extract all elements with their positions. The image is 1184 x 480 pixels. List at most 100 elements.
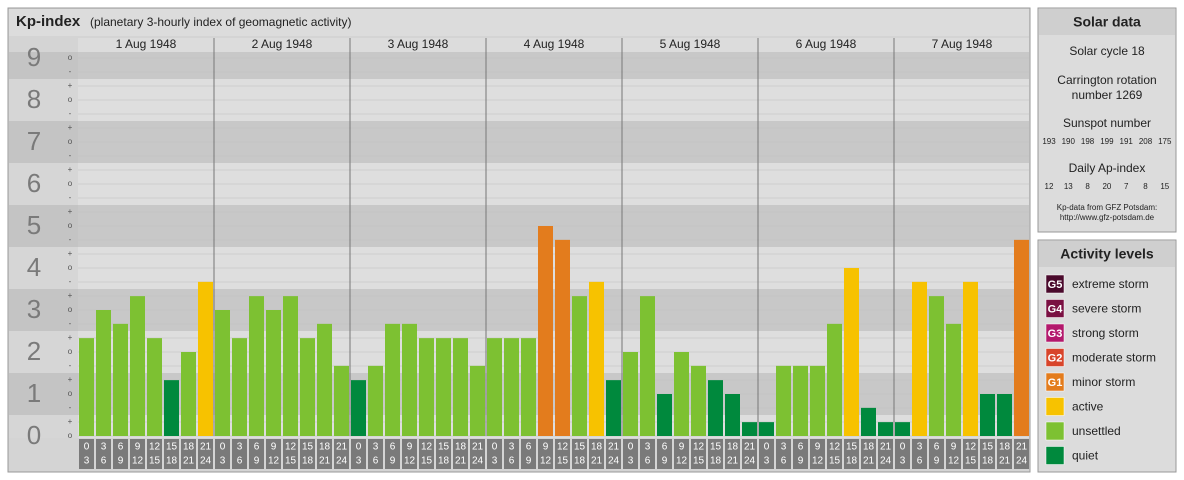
legend-swatch (1045, 348, 1065, 367)
time-box (776, 439, 791, 469)
time-box (691, 439, 706, 469)
time-end: 9 (798, 456, 804, 467)
time-end: 12 (268, 456, 280, 467)
bar (198, 281, 213, 436)
subtick-label: - (69, 193, 72, 202)
band (9, 289, 78, 331)
bar (300, 338, 315, 436)
time-start: 12 (829, 442, 841, 453)
time-box (793, 439, 808, 469)
time-end: 3 (84, 456, 90, 467)
legend-code: G1 (1048, 377, 1063, 389)
bar (334, 365, 349, 436)
legend-swatch (1045, 299, 1065, 318)
time-start: 9 (543, 442, 549, 453)
time-end: 3 (628, 456, 634, 467)
time-box (300, 439, 315, 469)
time-start: 9 (135, 442, 141, 453)
time-end: 9 (662, 456, 668, 467)
bar (980, 394, 995, 436)
time-start: 0 (356, 442, 362, 453)
time-box (419, 439, 434, 469)
chart-title: Kp-index (16, 13, 81, 30)
time-box (164, 439, 179, 469)
subtick-label: o (68, 431, 73, 440)
time-box (827, 439, 842, 469)
time-start: 18 (319, 442, 331, 453)
bar (504, 338, 519, 436)
time-start: 0 (84, 442, 90, 453)
time-start: 3 (373, 442, 379, 453)
time-start: 15 (302, 442, 314, 453)
time-box (266, 439, 281, 469)
time-end: 9 (934, 456, 940, 467)
time-box (912, 439, 927, 469)
band (9, 205, 78, 247)
legend-title: Activity levels (1060, 246, 1154, 262)
time-end: 9 (390, 456, 396, 467)
time-start: 6 (798, 442, 804, 453)
subtick-label: + (68, 375, 73, 384)
legend-label: extreme storm (1072, 277, 1149, 291)
time-start: 0 (220, 442, 226, 453)
chart-subtitle: (planetary 3-hourly index of geomagnetic… (90, 15, 351, 29)
ap-title: Daily Ap-index (1069, 161, 1146, 175)
sunspot-number: 191 (1120, 137, 1134, 146)
bar (776, 365, 791, 436)
time-start: 15 (166, 442, 178, 453)
time-box (198, 439, 213, 469)
time-start: 0 (900, 442, 906, 453)
sunspot-number: 208 (1139, 137, 1153, 146)
bar (538, 226, 553, 436)
time-end: 24 (336, 456, 348, 467)
y-tick-label: 2 (27, 336, 41, 366)
time-start: 21 (200, 442, 212, 453)
time-end: 12 (676, 456, 688, 467)
time-box (708, 439, 723, 469)
time-end: 21 (999, 456, 1011, 467)
subtick-label: o (68, 263, 73, 272)
sunspot-title: Sunspot number (1063, 116, 1151, 130)
time-start: 0 (492, 442, 498, 453)
time-box (640, 439, 655, 469)
time-end: 24 (608, 456, 620, 467)
subtick-label: - (69, 277, 72, 286)
y-tick-label: 0 (27, 420, 41, 450)
band (78, 52, 1029, 79)
bar (912, 281, 927, 436)
time-start: 12 (285, 442, 297, 453)
legend-swatch (1045, 372, 1065, 392)
time-start: 0 (764, 442, 770, 453)
time-box (453, 439, 468, 469)
legend-title-bar (1039, 241, 1175, 267)
bar (572, 296, 587, 436)
y-tick-label: 7 (27, 126, 41, 156)
subtick-label: - (69, 67, 72, 76)
time-end: 21 (863, 456, 875, 467)
y-tick-label: 4 (27, 252, 41, 282)
day-label: 4 Aug 1948 (524, 37, 585, 51)
time-end: 21 (319, 456, 331, 467)
legend-code: G2 (1048, 352, 1063, 364)
time-box (759, 439, 774, 469)
time-end: 15 (965, 456, 977, 467)
time-end: 18 (574, 456, 586, 467)
subtick-label: - (69, 235, 72, 244)
time-start: 6 (526, 442, 532, 453)
time-box (623, 439, 638, 469)
time-start: 18 (999, 442, 1011, 453)
time-start: 21 (608, 442, 620, 453)
time-end: 6 (645, 456, 651, 467)
time-end: 21 (183, 456, 195, 467)
time-start: 15 (574, 442, 586, 453)
time-box (657, 439, 672, 469)
time-end: 18 (982, 456, 994, 467)
time-start: 6 (662, 442, 668, 453)
sunspot-number: 193 (1042, 137, 1056, 146)
time-start: 18 (863, 442, 875, 453)
time-end: 15 (285, 456, 297, 467)
ap-index: 7 (1124, 182, 1129, 191)
time-start: 0 (628, 442, 634, 453)
day-header (78, 38, 1029, 52)
bar (589, 281, 604, 436)
